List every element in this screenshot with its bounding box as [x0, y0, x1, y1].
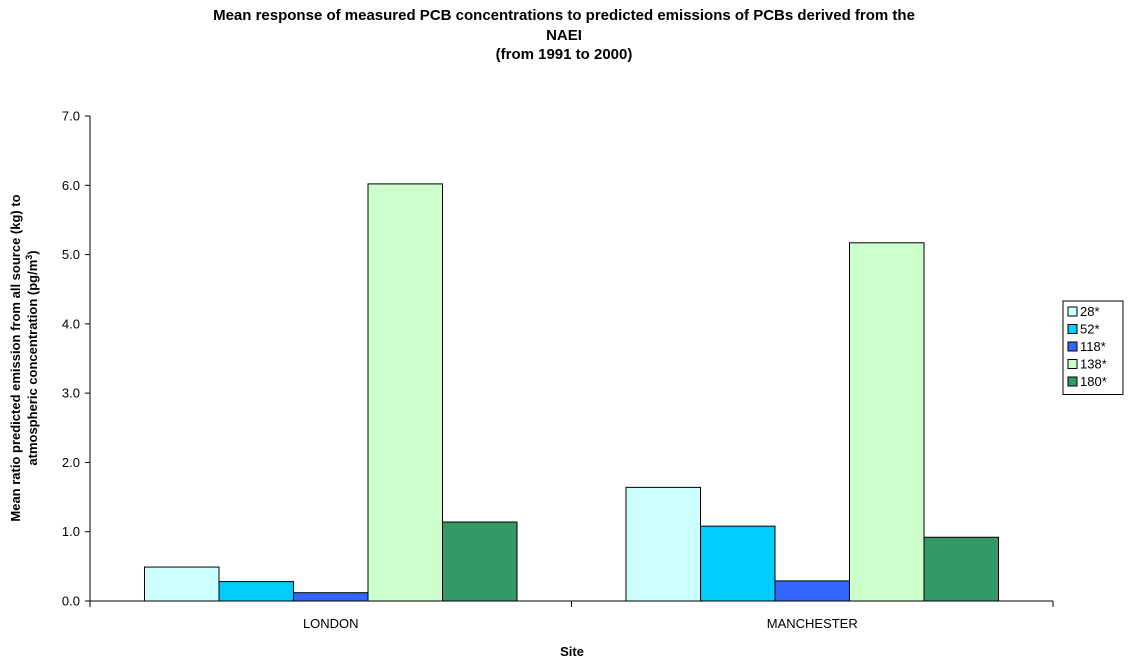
y-tick-label: 5.0	[62, 247, 80, 262]
y-tick-label: 3.0	[62, 386, 80, 401]
chart-title-line-1: Mean response of measured PCB concentrat…	[213, 7, 915, 24]
y-axis-ticks: 0.0 1.0 2.0 3.0 4.0 5.0 6.0 7.0	[62, 109, 90, 609]
legend-swatch	[1067, 359, 1078, 369]
x-category-label: MANCHESTER	[767, 616, 858, 631]
legend-swatch	[1067, 341, 1078, 352]
y-axis-label-superscript: 3	[24, 255, 34, 260]
bar-180-manchester	[923, 536, 999, 602]
y-axis-label-line-2-suffix: )	[25, 250, 40, 254]
legend: 28* 52* 118* 138* 180*	[1062, 300, 1124, 395]
chart-title-line-2: NAEI	[546, 27, 582, 44]
bar-118-manchester	[774, 580, 850, 602]
y-tick-label: 6.0	[62, 178, 80, 193]
y-axis-label-line-2-text: atmospheric concentration (pg/m	[25, 260, 40, 466]
legend-label: 118*	[1080, 339, 1106, 354]
y-tick-label: 7.0	[62, 109, 80, 124]
bar-138-london	[367, 183, 443, 602]
y-axis-label-line-1: Mean ratio predicted emission from all s…	[8, 194, 23, 521]
legend-label: 138*	[1080, 357, 1107, 372]
legend-label: 52*	[1080, 322, 1100, 337]
legend-swatch	[1067, 376, 1078, 387]
y-axis-label: Mean ratio predicted emission from all s…	[8, 194, 40, 521]
y-tick-label: 1.0	[62, 524, 80, 539]
y-axis-label-line-2: atmospheric concentration (pg/m3)	[24, 250, 40, 465]
bar-28-manchester	[625, 486, 701, 602]
legend-swatch	[1067, 324, 1078, 334]
bar-118-london	[293, 592, 369, 602]
x-axis-ticks: LONDON MANCHESTER	[89, 601, 1054, 631]
bars	[144, 183, 999, 602]
x-axis-label: Site	[560, 644, 584, 659]
y-tick-label: 2.0	[62, 455, 80, 470]
legend-label: 180*	[1080, 374, 1107, 389]
bar-52-london	[218, 581, 294, 602]
chart-title: Mean response of measured PCB concentrat…	[213, 7, 915, 63]
legend-swatch	[1067, 306, 1078, 317]
legend-label: 28*	[1080, 304, 1100, 319]
chart-title-line-3: (from 1991 to 2000)	[496, 46, 633, 63]
bar-138-manchester	[849, 242, 925, 602]
bar-180-london	[442, 521, 518, 602]
bar-52-manchester	[700, 525, 776, 602]
bar-28-london	[144, 566, 220, 602]
x-category-label: LONDON	[303, 616, 359, 631]
y-tick-label: 4.0	[62, 316, 80, 331]
y-tick-label: 0.0	[62, 594, 80, 609]
